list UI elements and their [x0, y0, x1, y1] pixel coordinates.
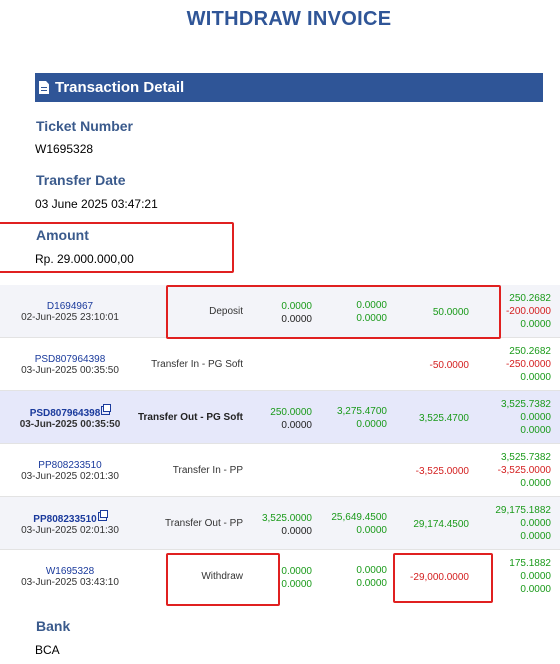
balance-sub2: 0.0000 [520, 531, 551, 542]
ticket-number-label: Ticket Number [36, 118, 133, 134]
transaction-date: 02-Jun-2025 23:10:01 [21, 312, 119, 323]
section-title: Transaction Detail [55, 79, 185, 96]
balance-sub1: -200.0000 [505, 306, 551, 317]
col1-subvalue: 0.0000 [281, 526, 312, 537]
table-row: PSD807964398 03-Jun-2025 00:35:50 Transf… [0, 338, 560, 391]
table-row: W1695328 03-Jun-2025 03:43:10 Withdraw 0… [0, 550, 560, 603]
balance-sub1: 0.0000 [520, 412, 551, 423]
transaction-id[interactable]: PP808233510 [33, 514, 97, 525]
balance-sub2: 0.0000 [520, 425, 551, 436]
transaction-description: Withdraw [201, 571, 243, 582]
ticket-number-value: W1695328 [35, 142, 94, 156]
col2-value: 0.0000 [356, 565, 387, 576]
transfer-date-value: 03 June 2025 03:47:21 [35, 197, 158, 211]
transaction-description: Transfer In - PP [172, 465, 243, 476]
col2-value: 0.0000 [356, 300, 387, 311]
balance-value: 3,525.7382 [500, 452, 551, 463]
col2-value: 3,275.4700 [336, 406, 387, 417]
balance-sub2: 0.0000 [520, 319, 551, 330]
transaction-id[interactable]: W1695328 [45, 566, 95, 577]
bank-label: Bank [36, 618, 71, 634]
balance-sub2: 0.0000 [520, 584, 551, 595]
transaction-date: 03-Jun-2025 00:35:50 [21, 365, 119, 376]
balance-sub2: 0.0000 [520, 478, 551, 489]
col2-subvalue: 0.0000 [356, 419, 387, 430]
bank-value: BCA [35, 643, 60, 657]
amount-change: -50.0000 [429, 360, 469, 371]
balance-sub1: 0.0000 [520, 518, 551, 529]
transaction-description: Transfer In - PG Soft [151, 359, 243, 370]
transaction-id[interactable]: PSD807964398 [34, 354, 106, 365]
table-row: D1694967 02-Jun-2025 23:10:01 Deposit 0.… [0, 285, 560, 338]
balance-sub2: 0.0000 [520, 372, 551, 383]
col2-subvalue: 0.0000 [356, 578, 387, 589]
copy-icon[interactable] [97, 510, 108, 521]
transaction-date: 03-Jun-2025 02:01:30 [21, 525, 119, 536]
col1-value: 0.0000 [281, 301, 312, 312]
balance-sub1: -3,525.0000 [497, 465, 551, 476]
col2-value: 25,649.4500 [331, 512, 387, 523]
transaction-id[interactable]: D1694967 [46, 301, 94, 312]
balance-value: 175.1882 [509, 558, 551, 569]
amount-value: Rp. 29.000.000,00 [35, 252, 134, 266]
transaction-date: 03-Jun-2025 03:43:10 [21, 577, 119, 588]
transaction-description: Deposit [209, 306, 243, 317]
amount-change: 3,525.4700 [418, 413, 469, 424]
col2-subvalue: 0.0000 [356, 313, 387, 324]
section-header: Transaction Detail [35, 73, 543, 102]
col1-value: 3,525.0000 [261, 513, 312, 524]
balance-value: 250.2682 [509, 346, 551, 357]
transaction-id[interactable]: PP808233510 [38, 460, 102, 471]
amount-change: -3,525.0000 [415, 466, 469, 477]
table-row: PP808233510 03-Jun-2025 02:01:30 Transfe… [0, 497, 560, 550]
balance-value: 250.2682 [509, 293, 551, 304]
document-icon [39, 81, 49, 94]
amount-change: 50.0000 [432, 307, 469, 318]
page-title: WITHDRAW INVOICE [186, 8, 392, 30]
copy-icon[interactable] [101, 404, 112, 415]
table-row: PP808233510 03-Jun-2025 02:01:30 Transfe… [0, 444, 560, 497]
balance-value: 3,525.7382 [500, 399, 551, 410]
balance-sub1: -250.0000 [505, 359, 551, 370]
col1-value: 0.0000 [281, 566, 312, 577]
amount-change: 29,174.4500 [413, 519, 469, 530]
transaction-date: 03-Jun-2025 02:01:30 [21, 471, 119, 482]
amount-label: Amount [36, 227, 89, 243]
balance-value: 29,175.1882 [495, 505, 551, 516]
transaction-description: Transfer Out - PP [165, 518, 243, 529]
col1-subvalue: 0.0000 [281, 314, 312, 325]
col1-subvalue: 0.0000 [281, 579, 312, 590]
amount-change: -29,000.0000 [410, 572, 469, 583]
table-row: PSD807964398 03-Jun-2025 00:35:50 Transf… [0, 391, 560, 444]
transaction-description: Transfer Out - PG Soft [137, 412, 243, 423]
transaction-id[interactable]: PSD807964398 [29, 408, 101, 419]
col2-subvalue: 0.0000 [356, 525, 387, 536]
transaction-date: 03-Jun-2025 00:35:50 [19, 419, 121, 430]
transfer-date-label: Transfer Date [36, 172, 126, 188]
col1-subvalue: 0.0000 [281, 420, 312, 431]
col1-value: 250.0000 [270, 407, 312, 418]
balance-sub1: 0.0000 [520, 571, 551, 582]
